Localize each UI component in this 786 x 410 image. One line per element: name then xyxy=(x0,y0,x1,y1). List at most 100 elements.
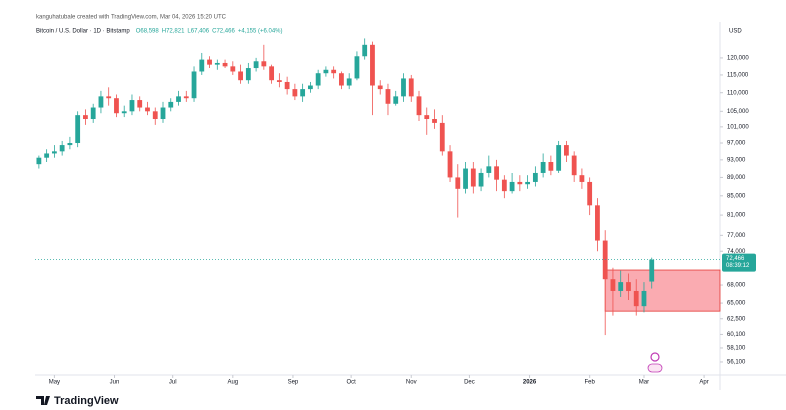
x-tick-label: Feb xyxy=(584,380,595,386)
candle-body xyxy=(649,259,655,282)
candle-body xyxy=(540,162,546,173)
candle-body xyxy=(44,153,50,158)
candle-body xyxy=(610,279,616,291)
candle-body xyxy=(626,282,631,291)
candle-body xyxy=(129,100,135,112)
candle-body xyxy=(587,181,593,206)
candle-body xyxy=(331,69,337,74)
candle-body xyxy=(424,115,430,120)
candle-body xyxy=(571,155,577,176)
x-tick-label: Oct xyxy=(346,380,356,386)
candle-body xyxy=(51,151,57,154)
candle-body xyxy=(168,101,174,108)
x-tick-label: Apr xyxy=(699,380,708,386)
candle-body xyxy=(532,172,538,182)
candle-body xyxy=(222,62,228,67)
y-tick-label: 81,000 xyxy=(727,213,746,219)
candle-body xyxy=(579,175,585,182)
logo-text: TradingView xyxy=(54,395,119,407)
last-price-label: 72,466 xyxy=(726,256,745,262)
y-tick-label: 89,000 xyxy=(727,175,746,181)
y-tick-label: 60,100 xyxy=(727,332,746,338)
attribution: kanguhatubale created with TradingView.c… xyxy=(36,15,227,21)
last-price-box xyxy=(722,253,756,272)
y-tick-label: 74,000 xyxy=(727,249,746,255)
candle-body xyxy=(339,73,344,86)
candle-body xyxy=(354,56,360,79)
candle-body xyxy=(307,85,313,90)
candle-body xyxy=(199,59,205,72)
chart-title: Bitcoin / U.S. Dollar · 1D · Bitstamp xyxy=(36,29,130,35)
candle-body xyxy=(253,61,259,69)
candle-body xyxy=(377,85,383,90)
legend-value: O68,598 xyxy=(136,29,160,35)
candle-body xyxy=(261,61,267,67)
legend-value: +4,155 (+6.04%) xyxy=(238,29,283,35)
candle-body xyxy=(416,96,422,116)
candle-body xyxy=(525,181,531,185)
candle-body xyxy=(183,96,189,99)
candle-body xyxy=(269,66,275,81)
candle-body xyxy=(214,62,220,65)
x-tick-label: Jul xyxy=(169,380,177,386)
candle-body xyxy=(470,168,476,187)
candle-body xyxy=(486,166,492,173)
candle-body xyxy=(121,111,127,114)
candle-body xyxy=(106,96,112,99)
reaction-icon xyxy=(647,352,663,373)
candle-body xyxy=(385,89,391,104)
candle-body xyxy=(114,98,119,114)
candle-body xyxy=(447,151,453,178)
x-tick-label: Nov xyxy=(406,380,417,386)
legend-value: L67,406 xyxy=(187,29,209,35)
candle-body xyxy=(408,78,414,97)
y-tick-label: 65,000 xyxy=(727,301,746,307)
y-tick-label: 105,000 xyxy=(727,109,749,115)
countdown: 08:39:12 xyxy=(726,263,750,269)
candle-body xyxy=(563,145,569,156)
candle-body xyxy=(152,111,158,120)
x-tick-label: 2026 xyxy=(523,380,537,386)
candle-body xyxy=(191,71,197,99)
candle-body xyxy=(362,44,368,57)
candle-body xyxy=(230,66,236,72)
candle-body xyxy=(75,115,81,144)
candle-body xyxy=(245,68,251,81)
candle-body xyxy=(556,145,562,171)
x-tick-label: Sep xyxy=(288,380,299,386)
y-tick-label: 58,100 xyxy=(727,346,746,352)
candle-body xyxy=(595,205,600,241)
candle-body xyxy=(276,80,282,82)
candle-body xyxy=(137,100,143,108)
logo-icon xyxy=(36,396,50,405)
candle-body xyxy=(370,44,375,86)
candle-body xyxy=(238,71,243,81)
x-tick-label: Dec xyxy=(464,380,475,386)
candle-body xyxy=(501,179,507,192)
candle-body xyxy=(300,89,306,97)
y-tick-label: 56,100 xyxy=(727,360,746,366)
candle-body xyxy=(59,145,65,152)
y-tick-label: 77,000 xyxy=(727,233,746,239)
candle-body xyxy=(83,115,88,120)
candle-body xyxy=(509,181,515,192)
candle-body xyxy=(401,78,406,97)
candle-body xyxy=(633,290,639,307)
icon xyxy=(647,363,663,373)
candle-body xyxy=(292,89,298,97)
y-tick-label: 93,000 xyxy=(727,157,746,163)
candle-body xyxy=(393,96,399,104)
candle-body xyxy=(67,143,73,146)
y-tick-label: 68,000 xyxy=(727,283,746,289)
x-tick-label: May xyxy=(49,380,60,386)
x-tick-label: Mar xyxy=(639,380,649,386)
candle-body xyxy=(160,107,166,120)
candle-body xyxy=(90,107,96,120)
candle-body xyxy=(641,290,647,307)
logo: TradingView xyxy=(36,395,119,407)
candle-body xyxy=(455,177,461,189)
candle-body xyxy=(98,96,104,108)
candle-body xyxy=(517,181,523,185)
